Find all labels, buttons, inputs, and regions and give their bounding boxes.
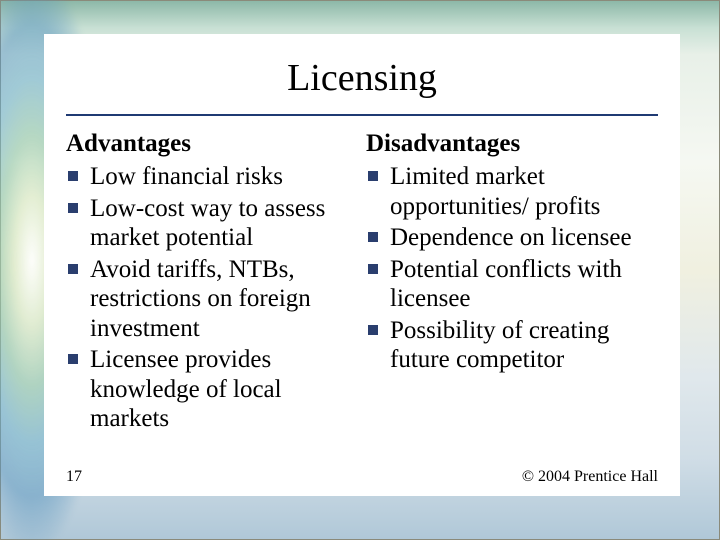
list-item: Avoid tariffs, NTBs, restrictions on for… [66, 255, 358, 344]
disadvantages-list: Limited market opportunities/ profits De… [366, 162, 658, 375]
list-item: Potential conflicts with licensee [366, 255, 658, 314]
list-item-text: Possibility of creating future competito… [390, 317, 609, 374]
square-bullet-icon [68, 354, 78, 364]
advantages-list: Low financial risks Low-cost way to asse… [66, 162, 358, 434]
list-item: Low-cost way to assess market potential [66, 194, 358, 253]
square-bullet-icon [368, 232, 378, 242]
disadvantages-column: Disadvantages Limited market opportuniti… [366, 130, 658, 436]
slide-footer: 17 © 2004 Prentice Hall [44, 468, 680, 486]
square-bullet-icon [368, 171, 378, 181]
square-bullet-icon [68, 264, 78, 274]
list-item: Limited market opportunities/ profits [366, 162, 658, 221]
copyright-text: © 2004 Prentice Hall [522, 468, 658, 486]
list-item-text: Low-cost way to assess market potential [90, 195, 325, 252]
square-bullet-icon [68, 203, 78, 213]
page-number: 17 [66, 468, 82, 486]
list-item-text: Avoid tariffs, NTBs, restrictions on for… [90, 256, 311, 342]
square-bullet-icon [368, 264, 378, 274]
list-item: Dependence on licensee [366, 223, 658, 253]
square-bullet-icon [368, 325, 378, 335]
list-item: Possibility of creating future competito… [366, 316, 658, 375]
advantages-heading: Advantages [66, 130, 358, 158]
content-columns: Advantages Low financial risks Low-cost … [44, 130, 680, 436]
list-item: Low financial risks [66, 162, 358, 192]
list-item-text: Potential conflicts with licensee [390, 256, 622, 313]
slide-card: Licensing Advantages Low financial risks… [44, 34, 680, 496]
square-bullet-icon [68, 171, 78, 181]
slide-title: Licensing [44, 34, 680, 114]
disadvantages-heading: Disadvantages [366, 130, 658, 158]
list-item-text: Dependence on licensee [390, 224, 632, 251]
advantages-column: Advantages Low financial risks Low-cost … [66, 130, 358, 436]
list-item: Licensee provides knowledge of local mar… [66, 345, 358, 434]
list-item-text: Licensee provides knowledge of local mar… [90, 346, 282, 432]
list-item-text: Low financial risks [90, 163, 283, 190]
title-underline [66, 114, 658, 116]
list-item-text: Limited market opportunities/ profits [390, 163, 600, 220]
